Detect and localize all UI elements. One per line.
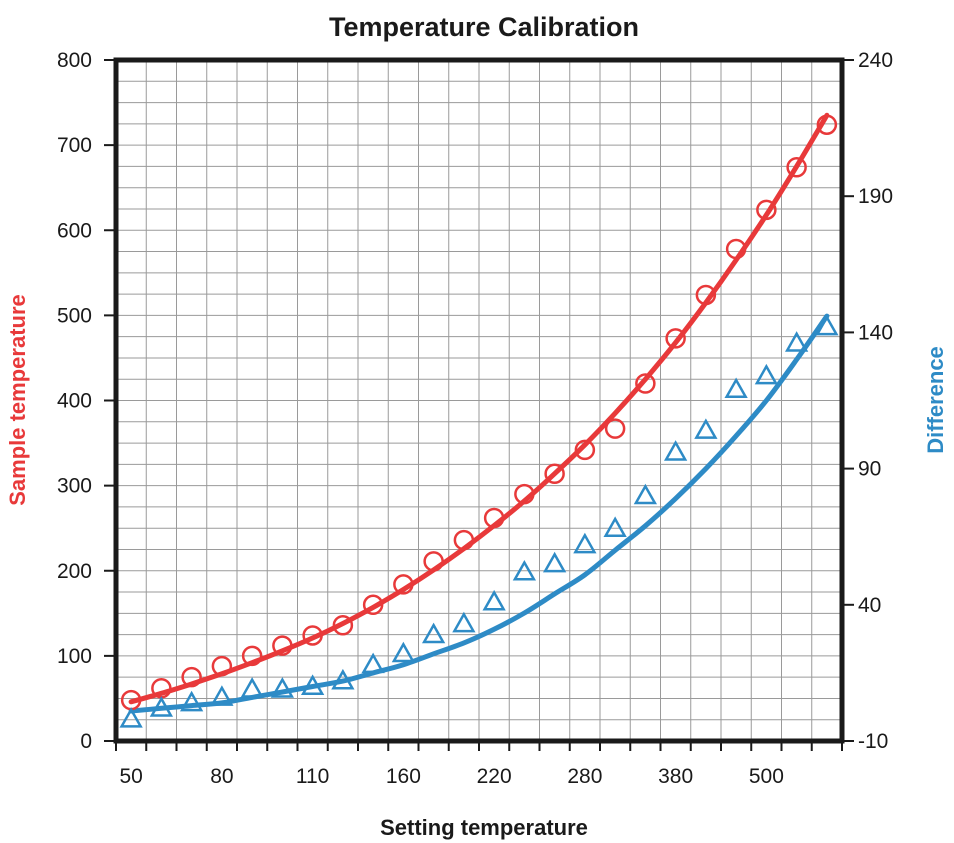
difference-point — [331, 668, 355, 690]
difference-point — [815, 314, 839, 336]
sample-temperature-point — [393, 574, 414, 595]
y-tick-label: 0 — [80, 730, 92, 753]
sample-temperature-point — [483, 507, 505, 529]
sample-temperature-point — [332, 614, 354, 636]
x-axis-label: Setting temperature — [380, 815, 588, 840]
y2-tick-label: 140 — [858, 321, 893, 344]
sample-temperature-point — [725, 238, 747, 260]
difference-point — [663, 440, 688, 461]
sample-temperature-point — [665, 328, 686, 349]
y-axis-label: Sample temperature — [5, 294, 30, 506]
sample-temperature-point — [453, 529, 475, 551]
sample-temperature-point — [514, 483, 535, 505]
y2-tick-label: 40 — [858, 594, 881, 617]
difference-point — [421, 622, 446, 644]
x-tick-label: 50 — [119, 765, 142, 788]
y-tick-label: 200 — [57, 560, 92, 583]
sample-temperature-point — [756, 199, 777, 221]
data-markers — [119, 114, 839, 728]
difference-point — [361, 652, 385, 674]
difference-point — [179, 690, 204, 712]
difference-point — [603, 516, 627, 537]
difference-point — [149, 696, 174, 717]
x-tick-label: 220 — [477, 765, 512, 788]
y-tick-label: 700 — [57, 134, 92, 157]
sample-temperature-point — [635, 373, 656, 394]
sample-temperature-point — [272, 635, 293, 656]
difference-point — [512, 559, 537, 581]
difference-point — [482, 589, 506, 611]
difference-fit-curve — [128, 313, 830, 714]
grid — [116, 60, 842, 741]
difference-point — [754, 363, 779, 385]
x-tick-label: 380 — [658, 765, 693, 788]
difference-point — [240, 677, 264, 698]
y2-axis-label: Difference — [923, 346, 948, 454]
difference-point — [452, 611, 476, 633]
difference-point — [270, 677, 295, 698]
difference-point — [391, 641, 416, 663]
sample-temperature-point — [211, 655, 233, 677]
chart-title: Temperature Calibration — [329, 12, 639, 42]
x-tick-label: 80 — [210, 765, 233, 788]
sample-temperature-point — [786, 157, 807, 178]
y-tick-label: 300 — [57, 475, 92, 498]
sample-temperature-point — [816, 114, 838, 135]
x-tick-label: 160 — [386, 765, 421, 788]
difference-point — [300, 674, 325, 695]
sample-temperature-point — [423, 551, 444, 572]
sample-temperature-point — [604, 418, 626, 439]
difference-point — [119, 707, 143, 728]
x-tick-label: 110 — [296, 765, 329, 788]
x-tick-label: 500 — [749, 765, 784, 788]
difference-point — [210, 685, 234, 706]
sample-temperature-point — [302, 625, 323, 646]
difference-point — [633, 483, 658, 505]
y-tick-label: 600 — [57, 219, 92, 242]
difference-point — [573, 532, 597, 554]
sample-temperature-point — [241, 645, 263, 667]
sample-temperature-point — [181, 666, 202, 688]
sample-temperature-point — [362, 594, 384, 616]
y2-tick-label: 240 — [858, 49, 893, 72]
y-tick-label: 500 — [57, 304, 92, 327]
difference-point — [724, 377, 748, 399]
y2-tick-label: 90 — [858, 458, 881, 481]
sample-temperature-point — [544, 463, 565, 484]
difference-point — [542, 551, 567, 573]
difference-point — [784, 331, 809, 352]
y-tick-label: 400 — [57, 390, 92, 413]
sample-temperature-point — [695, 284, 717, 306]
y-tick-label: 100 — [57, 645, 92, 668]
y-tick-label: 800 — [57, 49, 92, 72]
axes: 0 100 200 300 400 500 600 700 800 -10 40 90 140 190 24… — [57, 49, 893, 788]
sample-temperature-point — [574, 439, 596, 461]
difference-point — [694, 418, 718, 439]
y2-tick-label: -10 — [858, 730, 888, 753]
x-tick-label: 280 — [567, 765, 602, 788]
y2-tick-label: 190 — [858, 185, 893, 208]
